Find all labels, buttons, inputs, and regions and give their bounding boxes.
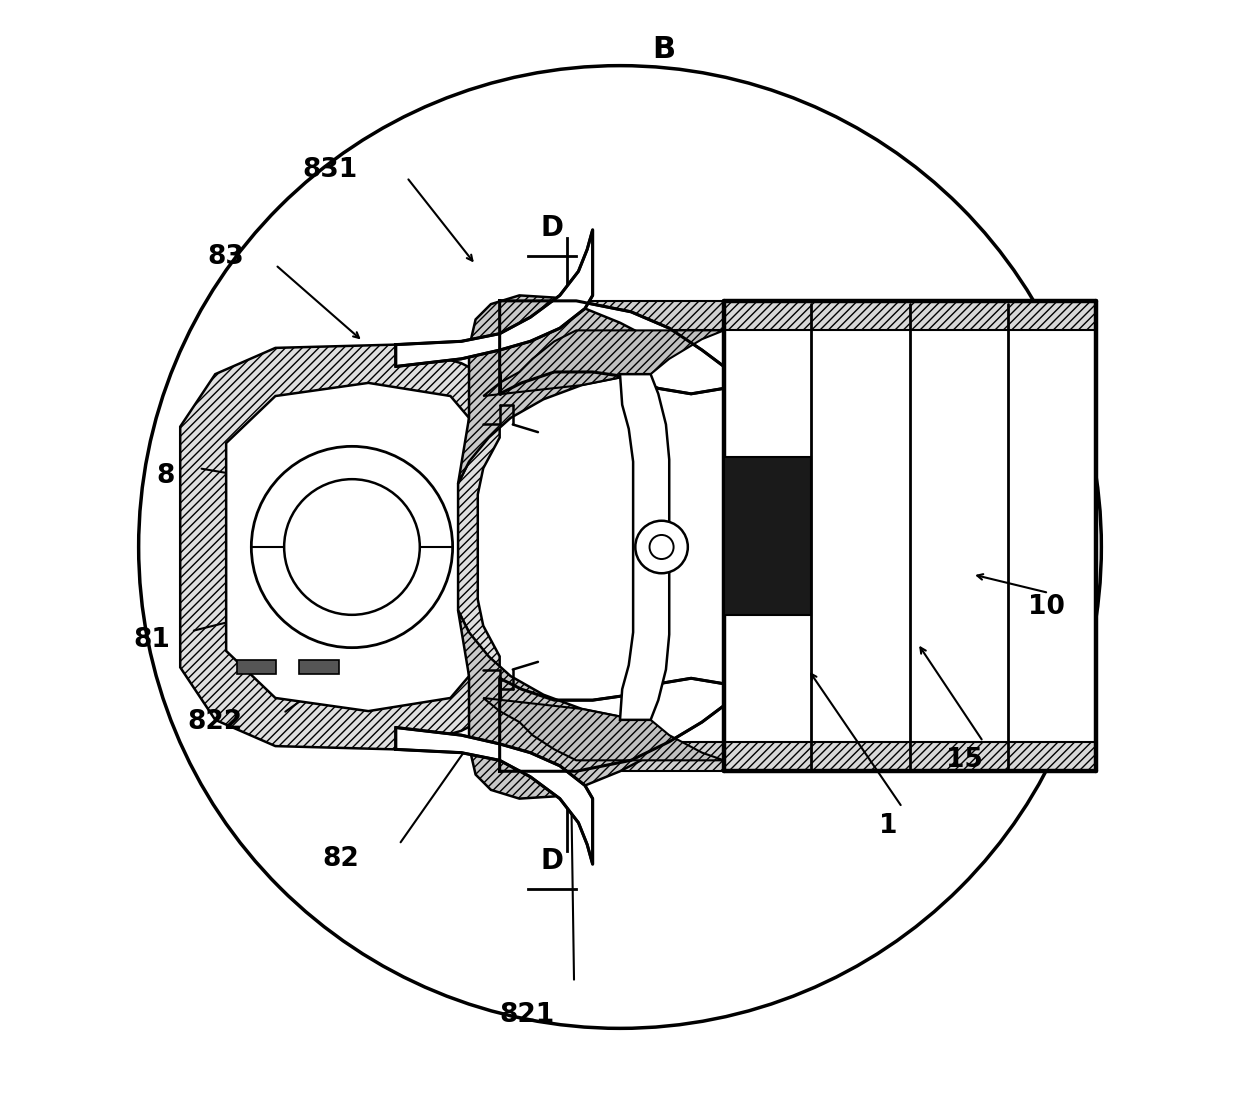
Polygon shape bbox=[484, 330, 724, 396]
Polygon shape bbox=[396, 728, 593, 864]
Polygon shape bbox=[724, 301, 1096, 330]
Polygon shape bbox=[620, 374, 670, 720]
Text: 15: 15 bbox=[946, 747, 983, 773]
Polygon shape bbox=[724, 301, 1096, 771]
Text: B: B bbox=[652, 35, 676, 63]
Polygon shape bbox=[458, 610, 647, 799]
Text: 831: 831 bbox=[303, 156, 357, 183]
Text: D: D bbox=[541, 847, 564, 875]
Polygon shape bbox=[577, 742, 724, 771]
Text: 82: 82 bbox=[322, 846, 360, 872]
Polygon shape bbox=[299, 660, 339, 674]
Text: 821: 821 bbox=[500, 1002, 554, 1028]
Circle shape bbox=[284, 479, 420, 615]
Polygon shape bbox=[500, 301, 724, 394]
Circle shape bbox=[252, 446, 453, 648]
Text: D: D bbox=[541, 213, 564, 242]
Text: 10: 10 bbox=[1028, 594, 1065, 620]
Polygon shape bbox=[484, 698, 724, 760]
Text: 822: 822 bbox=[187, 709, 243, 735]
Polygon shape bbox=[180, 345, 500, 749]
Text: 1: 1 bbox=[879, 813, 898, 839]
Polygon shape bbox=[226, 383, 469, 711]
Polygon shape bbox=[458, 295, 647, 484]
Polygon shape bbox=[724, 742, 1096, 771]
Polygon shape bbox=[500, 678, 724, 771]
Polygon shape bbox=[577, 301, 724, 330]
Text: 8: 8 bbox=[156, 463, 175, 489]
Polygon shape bbox=[396, 230, 593, 366]
Circle shape bbox=[635, 521, 688, 573]
Circle shape bbox=[650, 535, 673, 559]
Text: 81: 81 bbox=[134, 627, 170, 653]
Polygon shape bbox=[724, 457, 811, 615]
Text: 83: 83 bbox=[208, 244, 244, 270]
Polygon shape bbox=[237, 660, 277, 674]
